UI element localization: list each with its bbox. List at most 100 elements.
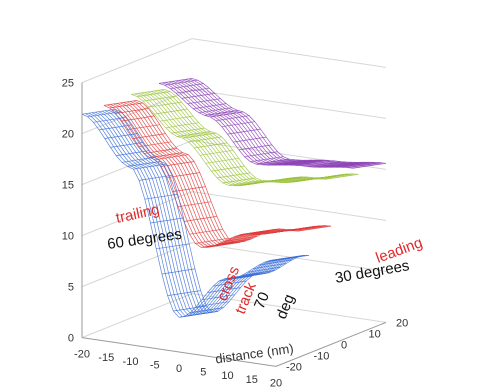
mesh-line: [81, 108, 116, 115]
y-tick-label: 20: [396, 317, 408, 329]
mesh-line: [161, 268, 195, 275]
mesh-line: [210, 111, 244, 118]
mesh-line: [222, 177, 256, 184]
mesh-line: [158, 83, 354, 169]
mesh-line: [286, 225, 320, 232]
z-tick-label: 25: [62, 78, 74, 90]
mesh-line: [161, 161, 195, 167]
mesh-line: [314, 173, 348, 180]
chart-grid: [81, 38, 387, 339]
mesh-line: [143, 148, 177, 154]
mesh-line: [278, 159, 312, 166]
mesh-line: [250, 156, 284, 163]
mesh-line: [246, 228, 280, 235]
mesh-line: [224, 273, 258, 280]
mesh-line: [189, 228, 223, 235]
surface-2: [103, 100, 332, 248]
mesh-line: [188, 78, 383, 165]
mesh-line: [104, 133, 138, 139]
mesh-line: [218, 238, 252, 245]
mesh-line: [258, 259, 292, 266]
mesh-line: [301, 160, 335, 167]
mesh-line: [164, 79, 198, 86]
mesh-line: [173, 305, 207, 312]
mesh-line: [199, 149, 234, 156]
mesh-line: [201, 294, 235, 301]
y-tick-label: 10: [369, 328, 381, 340]
mesh-line: [262, 176, 296, 183]
mesh-line: [212, 240, 246, 247]
mesh-line: [279, 177, 313, 183]
mesh-line: [116, 150, 150, 156]
mesh-line: [270, 255, 304, 261]
mesh-line: [255, 158, 290, 165]
mesh-line: [170, 83, 204, 90]
mesh-line: [187, 98, 221, 105]
mesh-line: [184, 311, 218, 317]
mesh-line: [285, 177, 319, 184]
mesh-line: [234, 180, 268, 187]
mesh-line: [261, 159, 295, 166]
mesh-line: [191, 78, 387, 164]
gridline-z: [81, 191, 387, 237]
mesh-line: [341, 161, 375, 168]
x-tick-label: -15: [98, 352, 114, 364]
mesh-line: [292, 225, 326, 232]
mesh-line: [177, 131, 211, 137]
mesh-line: [244, 151, 278, 158]
mesh-line: [159, 115, 194, 122]
mesh-line: [110, 142, 144, 148]
mesh-line: [121, 115, 155, 122]
mesh-line: [290, 159, 324, 166]
x-tick-label: -20: [74, 349, 90, 361]
mesh-line: [175, 80, 370, 167]
mesh-line: [206, 241, 240, 248]
mesh-line: [139, 174, 173, 181]
z-tick-label: 15: [62, 180, 74, 192]
x-axis-line: [81, 337, 277, 367]
mesh-line: [185, 79, 380, 165]
mesh-line: [247, 266, 281, 273]
mesh-line: [200, 241, 235, 248]
z-tick-label: 5: [68, 282, 74, 294]
mesh-line: [267, 159, 301, 166]
z-tick-label: 20: [62, 129, 74, 141]
mesh-line: [335, 161, 369, 168]
annotation-leading-angle: 30 degrees: [334, 257, 411, 287]
mesh-line: [313, 161, 347, 168]
mesh-line: [252, 229, 286, 235]
mesh-line: [87, 111, 121, 118]
mesh-line: [318, 161, 352, 168]
chart-axes: [81, 82, 387, 367]
surface-0: [81, 108, 310, 318]
mesh-line: [223, 236, 257, 242]
mesh-line: [138, 141, 172, 148]
mesh-line: [154, 108, 188, 115]
mesh-line: [235, 230, 269, 237]
mesh-line: [253, 263, 287, 269]
x-axis-label: distance (nm): [214, 341, 294, 367]
mesh-line: [241, 270, 275, 276]
mesh-line: [307, 161, 341, 167]
mesh-line: [109, 102, 143, 109]
mesh-line: [162, 82, 357, 169]
gridline-z: [81, 89, 387, 135]
mesh-line: [182, 132, 216, 139]
mesh-line: [127, 161, 161, 167]
mesh-line: [165, 122, 199, 129]
mesh-line: [142, 95, 176, 102]
mesh-line: [204, 110, 238, 116]
x-tick-label: 20: [270, 377, 282, 387]
mesh-line: [228, 179, 262, 186]
mesh-line: [178, 201, 212, 208]
mesh-line: [99, 124, 133, 131]
mesh-line: [165, 82, 360, 168]
surface-mesh: [81, 78, 387, 318]
mesh-line: [324, 161, 358, 168]
x-tick-label: 0: [176, 363, 182, 375]
x-tick-label: 15: [246, 374, 258, 386]
mesh-line: [121, 156, 155, 163]
mesh-line: [268, 176, 302, 183]
mesh-line: [168, 81, 363, 168]
